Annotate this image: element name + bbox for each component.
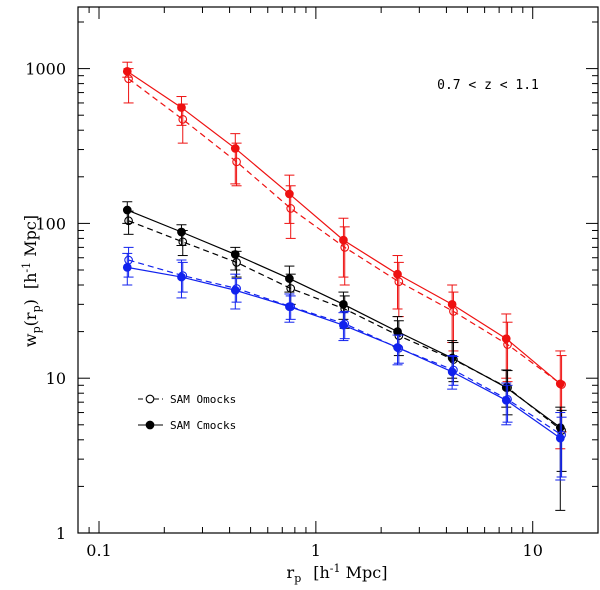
data-point	[285, 274, 294, 283]
redshift-annotation: 0.7 < z < 1.1	[437, 78, 539, 93]
data-point	[122, 205, 132, 215]
data-point	[447, 299, 457, 309]
legend-marker-open	[145, 394, 155, 404]
y-label-w: w	[21, 333, 40, 347]
y-label-unit-close: Mpc]	[21, 215, 40, 262]
x-label-unit-sup: -1	[330, 562, 341, 575]
legend: SAM Omocks SAM Cmocks	[138, 393, 236, 432]
data-point	[124, 255, 133, 265]
data-point	[286, 302, 296, 311]
data-point	[394, 277, 404, 287]
data-point	[449, 365, 458, 375]
y-label-close: )	[21, 299, 40, 305]
series-0	[122, 61, 566, 450]
data-point	[124, 216, 133, 226]
data-point	[177, 227, 186, 237]
y-label-unit-sup: -1	[20, 262, 33, 273]
legend-label-omocks: SAM Omocks	[170, 393, 236, 406]
data-point	[557, 430, 566, 440]
data-point	[178, 237, 188, 247]
data-point	[124, 74, 133, 84]
y-label-w-sub: p	[30, 326, 43, 333]
x-tick-label: 0.1	[86, 541, 111, 560]
data-point	[394, 343, 404, 353]
y-axis-label: wp(rp)[h-1 Mpc]	[20, 215, 43, 347]
y-label-open: (r	[21, 312, 40, 326]
x-axis-label: rp [h-1 Mpc]	[287, 562, 388, 585]
data-point	[232, 284, 241, 293]
data-point	[340, 319, 350, 329]
data-point	[232, 157, 241, 167]
y-tick-label: 10	[46, 369, 66, 388]
y-label-unit-open: [h	[21, 273, 40, 290]
y-tick-label: 100	[35, 214, 66, 233]
data-point	[340, 243, 350, 252]
legend-entry-cmocks: SAM Cmocks	[138, 419, 236, 432]
legend-entry-omocks: SAM Omocks	[138, 393, 236, 406]
data-point	[178, 271, 188, 280]
data-point	[449, 307, 458, 316]
legend-marker-filled	[145, 420, 155, 430]
data-point	[557, 380, 566, 389]
data-point	[503, 395, 512, 404]
x-label-unit-close: Mpc]	[341, 563, 388, 582]
data-point	[393, 269, 402, 279]
data-point	[230, 144, 240, 153]
data-point	[178, 115, 188, 124]
data-point	[339, 235, 348, 245]
legend-label-cmocks: SAM Cmocks	[170, 419, 236, 432]
data-point	[285, 189, 294, 199]
data-point	[122, 263, 132, 272]
y-label-r-sub: p	[30, 305, 43, 312]
y-tick-label: 1000	[25, 60, 66, 79]
data-point	[232, 258, 241, 267]
x-label-unit-open: [h	[313, 563, 330, 582]
series-5	[123, 246, 567, 478]
data-point	[286, 284, 296, 293]
series-line	[128, 259, 562, 436]
x-tick-label: 10	[523, 541, 543, 560]
x-label-r: r	[287, 563, 295, 582]
y-tick-label: 1	[56, 524, 66, 543]
axis-ticks: 0.1 1 10 1 10 100 1000	[25, 7, 599, 560]
data-point	[286, 204, 296, 213]
x-label-r-sub: p	[294, 572, 301, 585]
series-1	[123, 68, 567, 433]
series-4	[122, 252, 566, 481]
x-tick-label: 1	[311, 541, 321, 560]
data-point	[177, 103, 186, 112]
series-group	[122, 61, 567, 511]
data-point	[503, 340, 512, 349]
